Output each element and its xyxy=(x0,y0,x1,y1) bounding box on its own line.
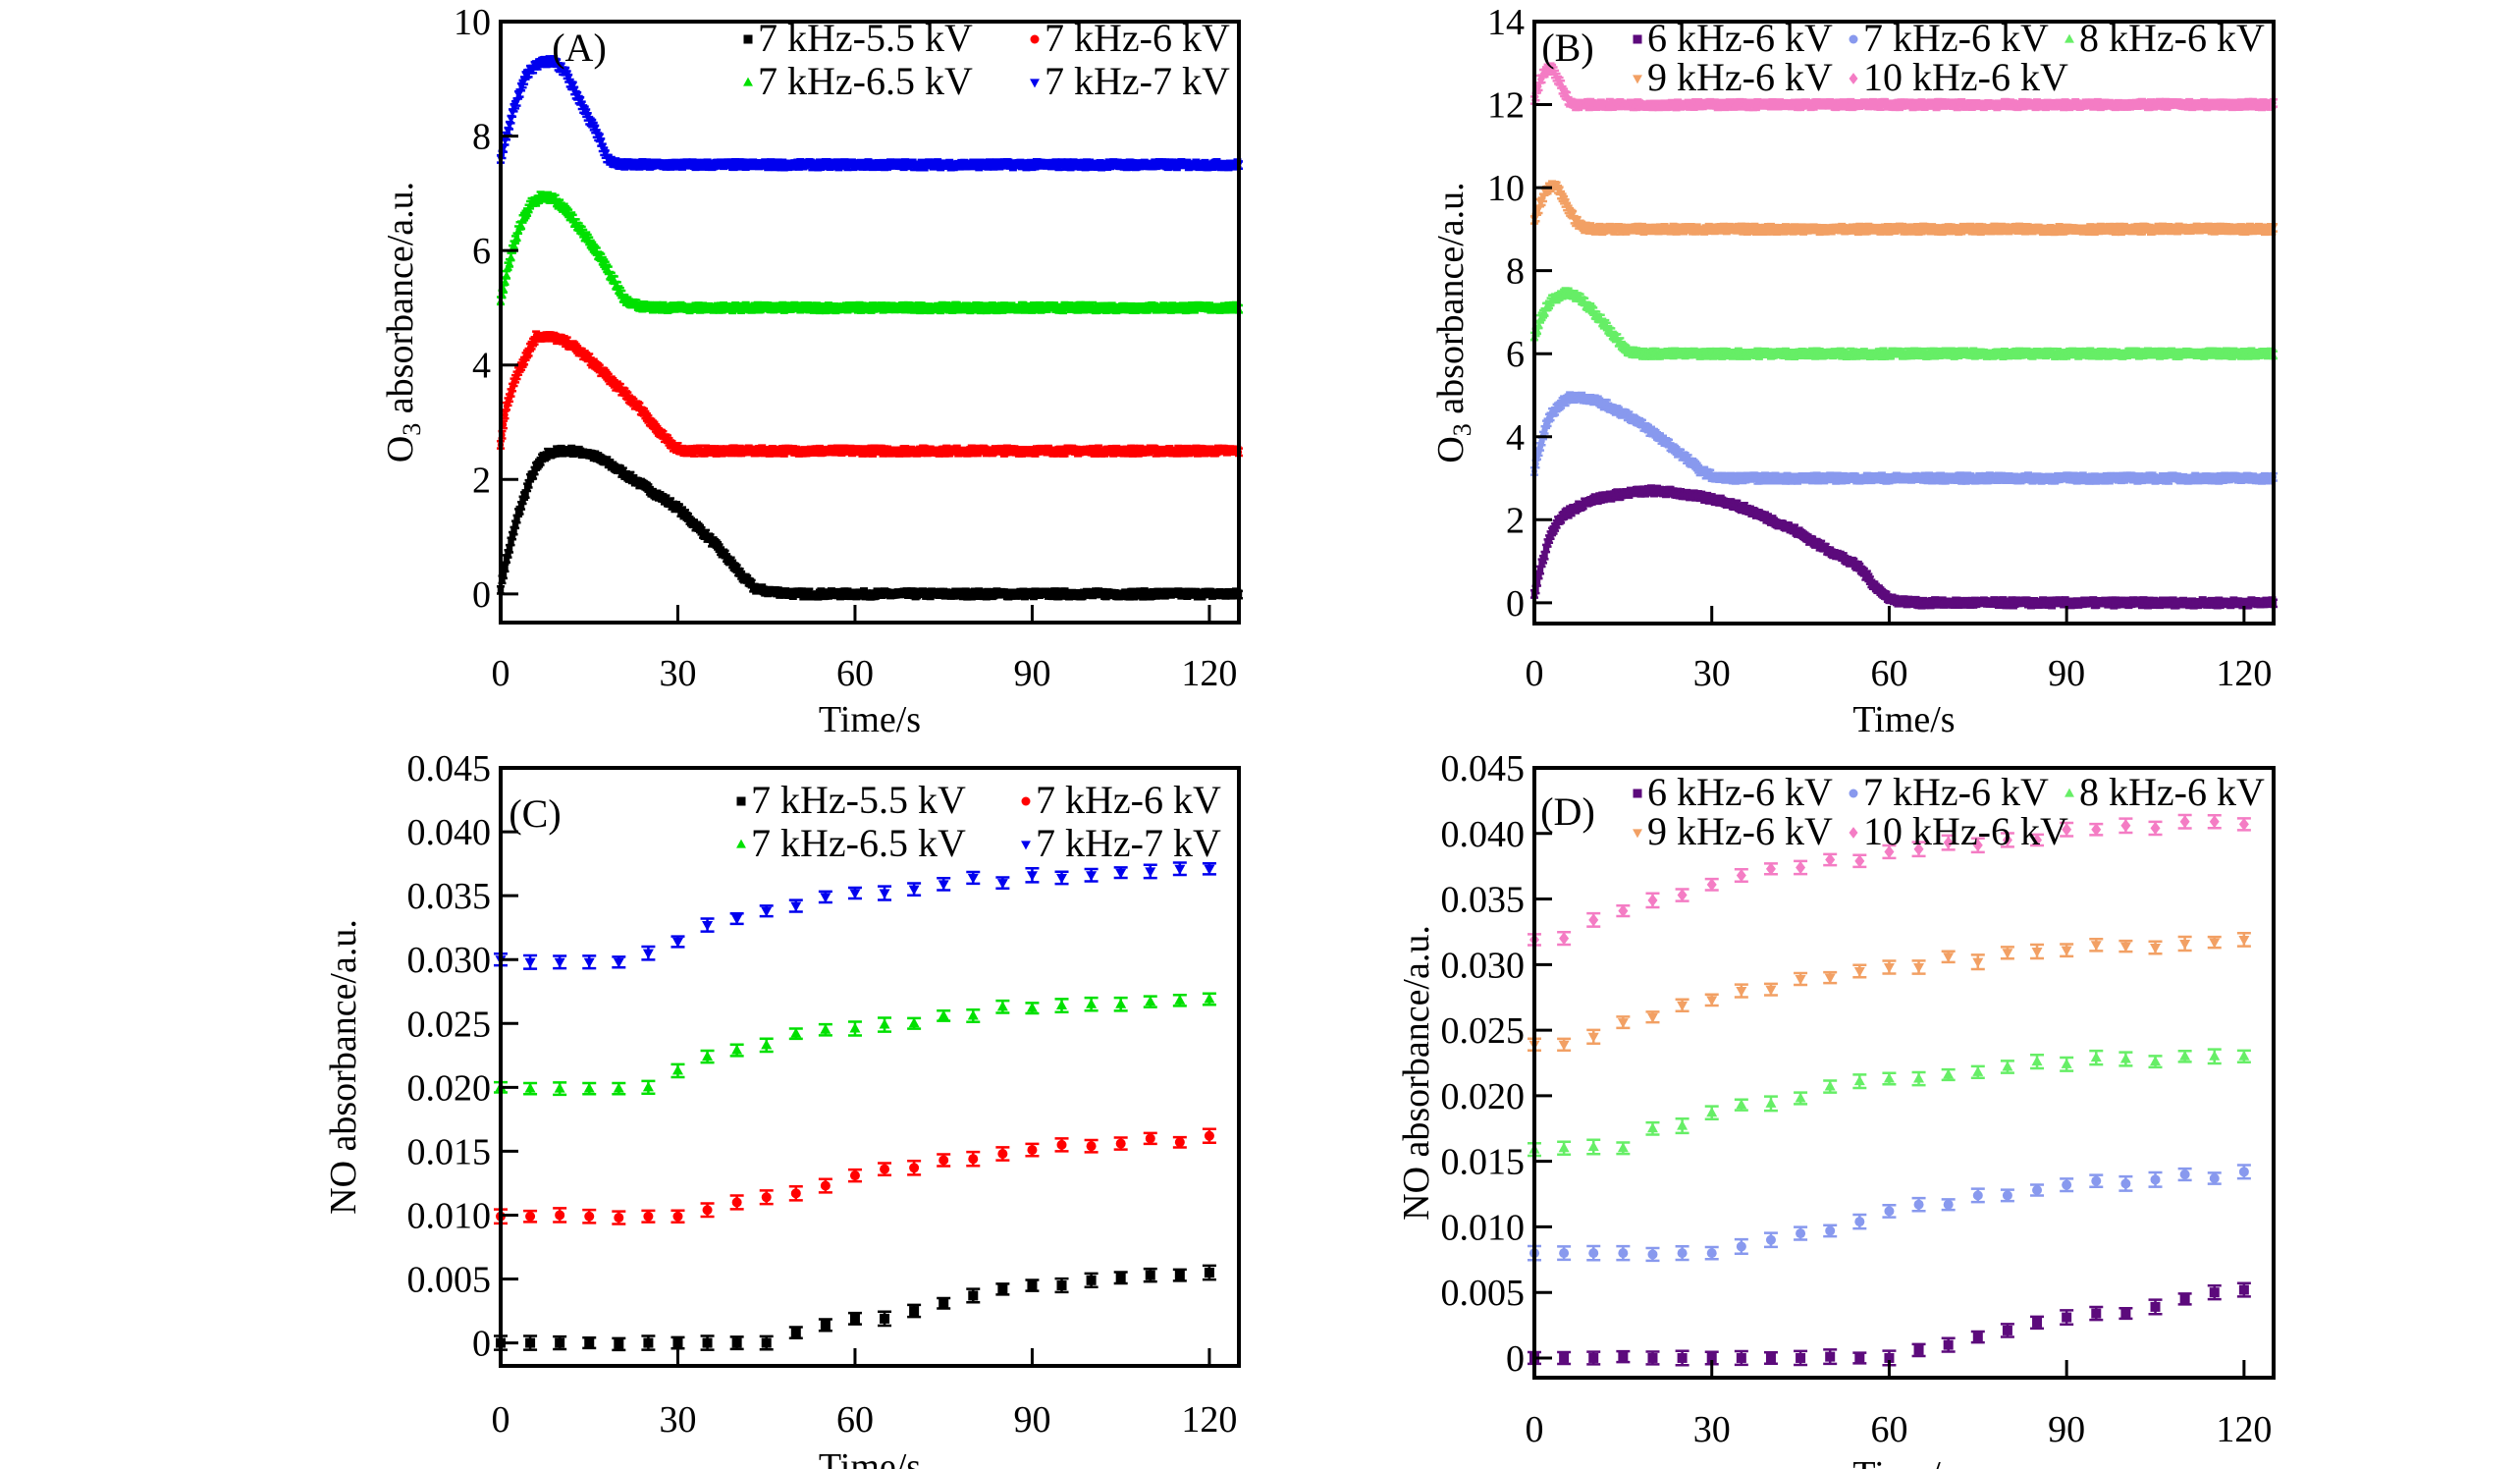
data-point xyxy=(511,521,519,528)
y-tick-label: 0 xyxy=(472,574,491,616)
series-7-khz-6.5-kv xyxy=(497,190,1243,315)
legend-label: 7 kHz-5.5 kV xyxy=(758,16,973,60)
data-point xyxy=(503,555,510,563)
legend-label: 7 kHz-6.5 kV xyxy=(758,59,973,103)
data-point xyxy=(502,565,509,571)
data-point xyxy=(500,571,508,578)
legend-item: 7 kHz-5.5 kV xyxy=(743,16,973,60)
x-axis-title: Time/s xyxy=(819,699,921,740)
legend: 7 kHz-5.5 kV 7 kHz-6 kV 7 kHz-6.5 kV 7 kHz-… xyxy=(743,16,1230,103)
series-7-khz-5.5-kv xyxy=(497,444,1243,601)
data-point xyxy=(1536,567,1544,573)
data-point xyxy=(1541,552,1548,559)
legend-item: 7 kHz-6.5 kV xyxy=(743,59,973,103)
data-point xyxy=(508,538,514,545)
x-tick-label: 30 xyxy=(659,653,696,694)
y-tick-label: 8 xyxy=(472,117,491,158)
x-tick-label: 0 xyxy=(492,653,510,694)
data-point xyxy=(513,516,520,522)
legend-label: 7 kHz-7 kV xyxy=(1045,59,1230,103)
data-point xyxy=(505,550,511,558)
x-tick-label: 60 xyxy=(836,653,874,694)
data-point xyxy=(502,411,509,418)
legend-marker xyxy=(743,34,753,44)
y-tick-label: 2 xyxy=(472,460,491,501)
data-point xyxy=(510,527,517,534)
data-point xyxy=(525,480,532,487)
y-axis-title-main: O xyxy=(380,436,421,462)
data-point xyxy=(522,490,529,498)
legend-label: 7 kHz-6 kV xyxy=(1045,16,1230,60)
y-tick-label: 10 xyxy=(454,2,491,43)
legend-item: 7 kHz-7 kV xyxy=(1030,59,1230,103)
x-tick-label: 120 xyxy=(1181,653,1237,694)
data-point xyxy=(509,532,516,539)
panel-label: (A) xyxy=(552,26,607,70)
legend-marker xyxy=(743,77,753,86)
plot-frame xyxy=(499,20,1241,625)
legend-item: 7 kHz-6 kV xyxy=(1030,16,1230,60)
series-7-khz-6-kv xyxy=(497,330,1243,458)
y-axis-title: O3 absorbance/a.u. xyxy=(380,182,426,462)
legend-marker xyxy=(1030,34,1040,44)
y-tick-label: 6 xyxy=(472,231,491,272)
y-axis-title-subscript: 3 xyxy=(398,423,426,436)
data-point xyxy=(506,545,513,553)
series-6-khz-6-kv xyxy=(1530,484,2278,610)
y-tick-label: 4 xyxy=(472,346,491,387)
x-tick-label: 90 xyxy=(1013,653,1050,694)
data-point xyxy=(517,502,525,510)
panel-a-o3-vs-voltage: 0 2 4 6 8 10 0 30 60 90 120 Time/s O3 absorbance/a.u… xyxy=(380,2,1243,740)
y-axis-title-rest: absorbance/a.u. xyxy=(380,182,421,423)
legend-marker xyxy=(1030,79,1040,88)
